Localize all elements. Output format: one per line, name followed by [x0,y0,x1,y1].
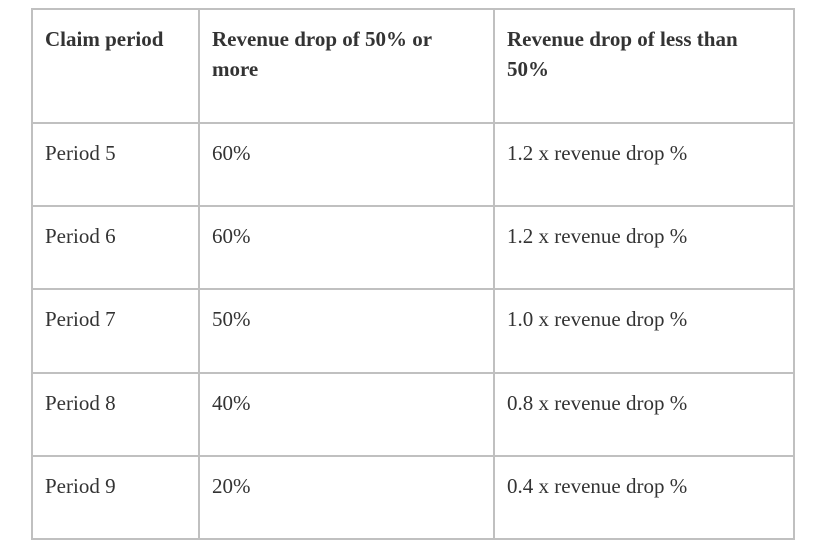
cell-claim-period: Period 7 [31,288,200,374]
cell-drop-50-or-more: 20% [198,454,495,541]
table-row: Period 5 60% 1.2 x revenue drop % [31,121,795,208]
cell-drop-less-than-50: 1.2 x revenue drop % [493,205,795,291]
cell-drop-less-than-50: 0.4 x revenue drop % [493,454,795,541]
col-header-revenue-drop-less-than-50: Revenue drop of less than 50% [493,8,795,124]
claim-period-table: Claim period Revenue drop of 50% or more… [31,8,795,541]
cell-drop-less-than-50: 0.8 x revenue drop % [493,371,795,457]
table-row: Period 9 20% 0.4 x revenue drop % [31,454,795,541]
cell-drop-less-than-50: 1.0 x revenue drop % [493,288,795,374]
cell-drop-50-or-more: 60% [198,205,495,291]
cell-drop-50-or-more: 60% [198,121,495,208]
table-row: Period 7 50% 1.0 x revenue drop % [31,288,795,374]
table-row: Period 8 40% 0.8 x revenue drop % [31,371,795,457]
cell-claim-period: Period 6 [31,205,200,291]
cell-drop-50-or-more: 50% [198,288,495,374]
cell-drop-less-than-50: 1.2 x revenue drop % [493,121,795,208]
cell-claim-period: Period 9 [31,454,200,541]
table-header-row: Claim period Revenue drop of 50% or more… [31,8,795,124]
cell-claim-period: Period 8 [31,371,200,457]
cell-claim-period: Period 5 [31,121,200,208]
table-row: Period 6 60% 1.2 x revenue drop % [31,205,795,291]
col-header-revenue-drop-50-or-more: Revenue drop of 50% or more [198,8,495,124]
col-header-claim-period: Claim period [31,8,200,124]
cell-drop-50-or-more: 40% [198,371,495,457]
